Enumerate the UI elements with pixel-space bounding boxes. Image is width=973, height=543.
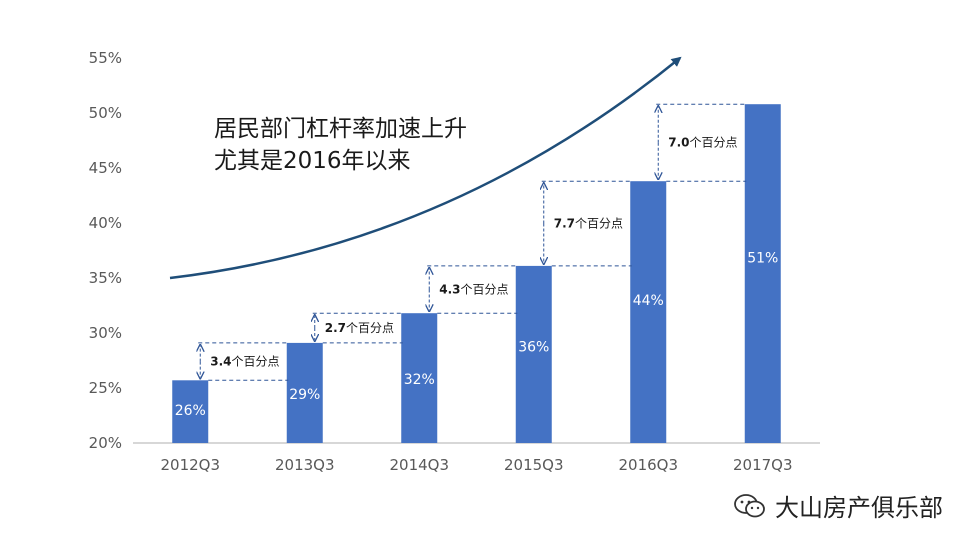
bar xyxy=(172,380,209,443)
bar xyxy=(515,265,552,443)
y-tick-label: 50% xyxy=(89,104,122,122)
bar-value-label: 29% xyxy=(289,387,320,403)
bar xyxy=(744,104,781,443)
x-axis: 2012Q3 2013Q3 2014Q3 2015Q3 2016Q3 2017Q3 xyxy=(133,442,820,474)
delta-annotations: 3.4个百分点 2.7个百分点 4.3个百分点 7.7个百分点 7.0个百分点 xyxy=(198,103,747,381)
delta-label: 7.0个百分点 xyxy=(668,136,737,150)
y-tick-label: 55% xyxy=(89,49,122,67)
watermark: 大山房产俱乐部 xyxy=(733,488,943,523)
x-tick-label: 2014Q3 xyxy=(389,456,449,474)
x-tick-label: 2017Q3 xyxy=(733,456,793,474)
delta-label: 7.7个百分点 xyxy=(554,217,623,231)
y-tick-label: 20% xyxy=(89,434,122,452)
y-axis: 20% 25% 30% 35% 40% 45% 50% 55% xyxy=(89,49,122,452)
delta-label: 2.7个百分点 xyxy=(325,321,394,335)
y-tick-label: 35% xyxy=(89,269,122,287)
y-tick-label: 45% xyxy=(89,159,122,177)
bar xyxy=(401,313,438,443)
x-tick-label: 2013Q3 xyxy=(275,456,335,474)
bar-value-label: 26% xyxy=(175,403,206,419)
trend-arrow xyxy=(169,56,682,280)
chart-title-line-2: 尤其是2016年以来 xyxy=(214,148,411,174)
bars: 26% 29% 32% 36% 44% 51% xyxy=(172,104,781,443)
x-tick-label: 2016Q3 xyxy=(618,456,678,474)
bar-value-label: 36% xyxy=(518,340,549,356)
y-tick-label: 40% xyxy=(89,214,122,232)
bar xyxy=(286,342,323,443)
x-tick-label: 2015Q3 xyxy=(504,456,564,474)
y-tick-label: 30% xyxy=(89,324,122,342)
bar-value-label: 51% xyxy=(747,251,778,267)
delta-label: 4.3个百分点 xyxy=(439,283,508,297)
chart-title-line-1: 居民部门杠杆率加速上升 xyxy=(214,116,467,142)
bar xyxy=(630,181,667,443)
delta-label: 3.4个百分点 xyxy=(210,355,279,369)
watermark-text: 大山房产俱乐部 xyxy=(775,494,943,522)
y-tick-label: 25% xyxy=(89,379,122,397)
bar-value-label: 44% xyxy=(633,293,664,309)
bar-value-label: 32% xyxy=(404,372,435,388)
wechat-icon xyxy=(734,493,765,517)
x-tick-label: 2012Q3 xyxy=(160,456,220,474)
